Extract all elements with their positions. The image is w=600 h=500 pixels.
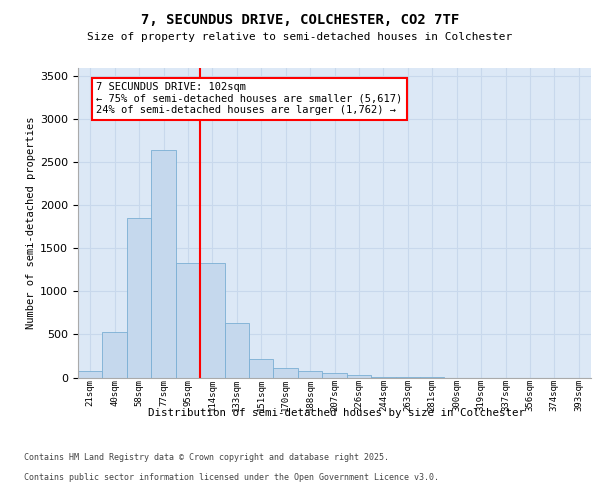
Bar [249,358,274,378]
Bar [274,368,298,378]
Bar [151,150,176,378]
Bar [298,371,322,378]
Text: Distribution of semi-detached houses by size in Colchester: Distribution of semi-detached houses by … [148,408,524,418]
Text: Size of property relative to semi-detached houses in Colchester: Size of property relative to semi-detach… [88,32,512,42]
Text: 7, SECUNDUS DRIVE, COLCHESTER, CO2 7TF: 7, SECUNDUS DRIVE, COLCHESTER, CO2 7TF [141,12,459,26]
Text: Contains HM Land Registry data © Crown copyright and database right 2025.: Contains HM Land Registry data © Crown c… [24,452,389,462]
Bar [347,375,371,378]
Bar [127,218,151,378]
Text: Contains public sector information licensed under the Open Government Licence v3: Contains public sector information licen… [24,472,439,482]
Y-axis label: Number of semi-detached properties: Number of semi-detached properties [26,116,36,329]
Bar [176,263,200,378]
Bar [371,376,395,378]
Bar [224,324,249,378]
Bar [78,370,103,378]
Bar [200,263,224,378]
Bar [103,332,127,378]
Bar [322,373,347,378]
Text: 7 SECUNDUS DRIVE: 102sqm
← 75% of semi-detached houses are smaller (5,617)
24% o: 7 SECUNDUS DRIVE: 102sqm ← 75% of semi-d… [97,82,403,116]
